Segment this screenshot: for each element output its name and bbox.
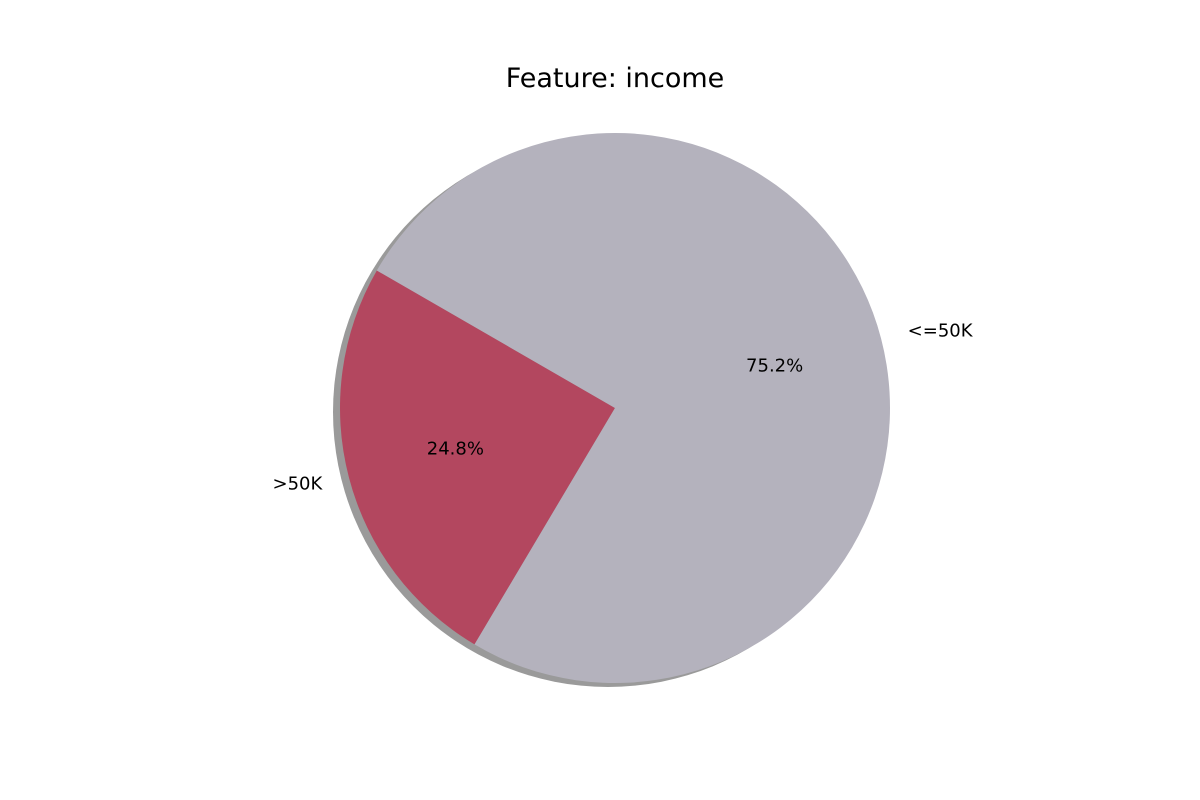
pie-slices xyxy=(340,133,890,683)
slice-percent-label: 24.8% xyxy=(427,439,484,460)
pie-labels: >50K 24.8% <=50K 75.2% xyxy=(273,321,974,495)
slice-percent-label: 75.2% xyxy=(746,355,803,376)
pie-slice-50k xyxy=(340,270,615,645)
pie-slice-50k xyxy=(376,133,890,683)
slice-label: >50K xyxy=(273,473,324,494)
slice-label: <=50K xyxy=(908,321,974,342)
chart-title: Feature: income xyxy=(506,63,725,94)
